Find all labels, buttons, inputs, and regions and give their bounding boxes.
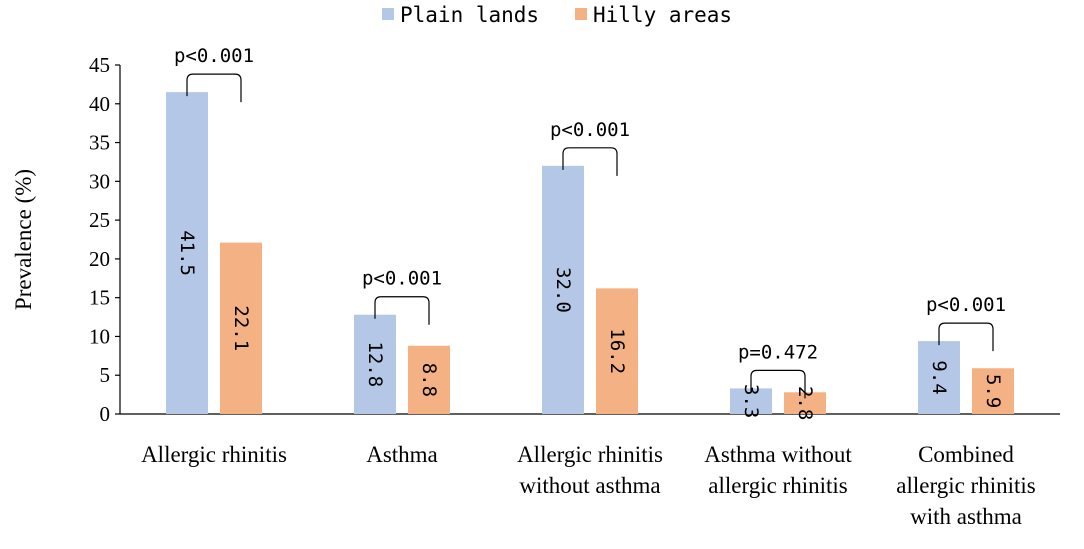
significance-bracket-2 bbox=[562, 147, 618, 176]
data-label-0-4: 9.4 bbox=[928, 360, 950, 394]
y-tick-label-7: 35 bbox=[89, 131, 110, 155]
bar-0-4 bbox=[918, 341, 960, 414]
significance-label-3: p=0.472 bbox=[738, 341, 818, 363]
significance-label-1: p<0.001 bbox=[362, 268, 442, 290]
y-tick-label-1: 5 bbox=[100, 363, 111, 387]
significance-label-0: p<0.001 bbox=[174, 45, 254, 67]
data-label-0-0: 41.5 bbox=[176, 230, 198, 276]
x-tick-label-3-0: Asthma without bbox=[704, 442, 852, 467]
y-tick-label-3: 15 bbox=[89, 286, 110, 310]
y-tick-label-0: 0 bbox=[100, 402, 111, 426]
bar-0-2 bbox=[542, 165, 584, 414]
y-axis: 0 5 10 15 20 25 30 35 40 45 Prevalence (%) bbox=[11, 53, 121, 426]
bar-1-1 bbox=[408, 345, 450, 414]
y-tick-label-5: 25 bbox=[89, 208, 110, 232]
data-label-1-2: 16.2 bbox=[606, 328, 628, 374]
bar-0-0 bbox=[166, 92, 208, 415]
data-label-0-1: 12.8 bbox=[364, 341, 386, 387]
data-label-1-3: 2.8 bbox=[794, 386, 816, 420]
bar-0-3 bbox=[730, 388, 772, 414]
significance-label-4: p<0.001 bbox=[926, 294, 1006, 316]
x-axis: Allergic rhinitis Asthma Allergic rhinitis… bbox=[120, 413, 1060, 529]
y-axis-label: Prevalence (%) bbox=[11, 169, 36, 310]
significance-bracket-1 bbox=[374, 296, 430, 325]
legend: Plain lands Hilly areas bbox=[382, 3, 732, 27]
legend-swatch-1 bbox=[575, 8, 587, 20]
bar-0-1 bbox=[354, 314, 396, 414]
y-tick-label-2: 10 bbox=[89, 324, 110, 348]
x-tick-label-2-1: without asthma bbox=[519, 473, 660, 498]
bar-1-0 bbox=[220, 242, 262, 414]
annotations: p<0.001 p<0.001 p<0.001 p=0.472 p<0.001 bbox=[174, 45, 1006, 399]
legend-label-1: Hilly areas bbox=[593, 3, 732, 27]
x-tick-label-4-1: allergic rhinitis bbox=[896, 473, 1036, 498]
data-label-1-1: 8.8 bbox=[418, 363, 440, 397]
data-label-1-4: 5.9 bbox=[982, 374, 1004, 408]
data-label-1-0: 22.1 bbox=[230, 305, 252, 351]
significance-bracket-3 bbox=[750, 369, 806, 399]
data-label-0-2: 32.0 bbox=[552, 267, 574, 313]
significance-label-2: p<0.001 bbox=[550, 119, 630, 141]
legend-swatch-0 bbox=[382, 8, 394, 20]
legend-label-0: Plain lands bbox=[400, 3, 539, 27]
x-tick-label-4-0: Combined bbox=[918, 442, 1014, 467]
y-tick-label-9: 45 bbox=[89, 53, 110, 77]
bars: 41.5 22.1 12.8 8.8 32.0 16.2 3.3 2.8 9.4 5.9 bbox=[166, 92, 1014, 420]
y-tick-label-8: 40 bbox=[89, 92, 110, 116]
x-tick-label-2-0: Allergic rhinitis bbox=[517, 442, 663, 467]
x-tick-label-0-0: Allergic rhinitis bbox=[141, 442, 287, 467]
significance-bracket-4 bbox=[938, 322, 994, 352]
bar-1-2 bbox=[596, 288, 638, 414]
bar-1-3 bbox=[784, 392, 826, 414]
data-label-0-3: 3.3 bbox=[740, 384, 762, 418]
x-tick-label-4-2: with asthma bbox=[910, 504, 1022, 529]
x-tick-label-1-0: Asthma bbox=[366, 442, 438, 467]
y-tick-label-6: 30 bbox=[89, 169, 110, 193]
bar-1-4 bbox=[972, 368, 1014, 414]
significance-bracket-0 bbox=[186, 73, 242, 103]
x-tick-label-3-1: allergic rhinitis bbox=[708, 473, 848, 498]
y-tick-label-4: 20 bbox=[89, 247, 110, 271]
